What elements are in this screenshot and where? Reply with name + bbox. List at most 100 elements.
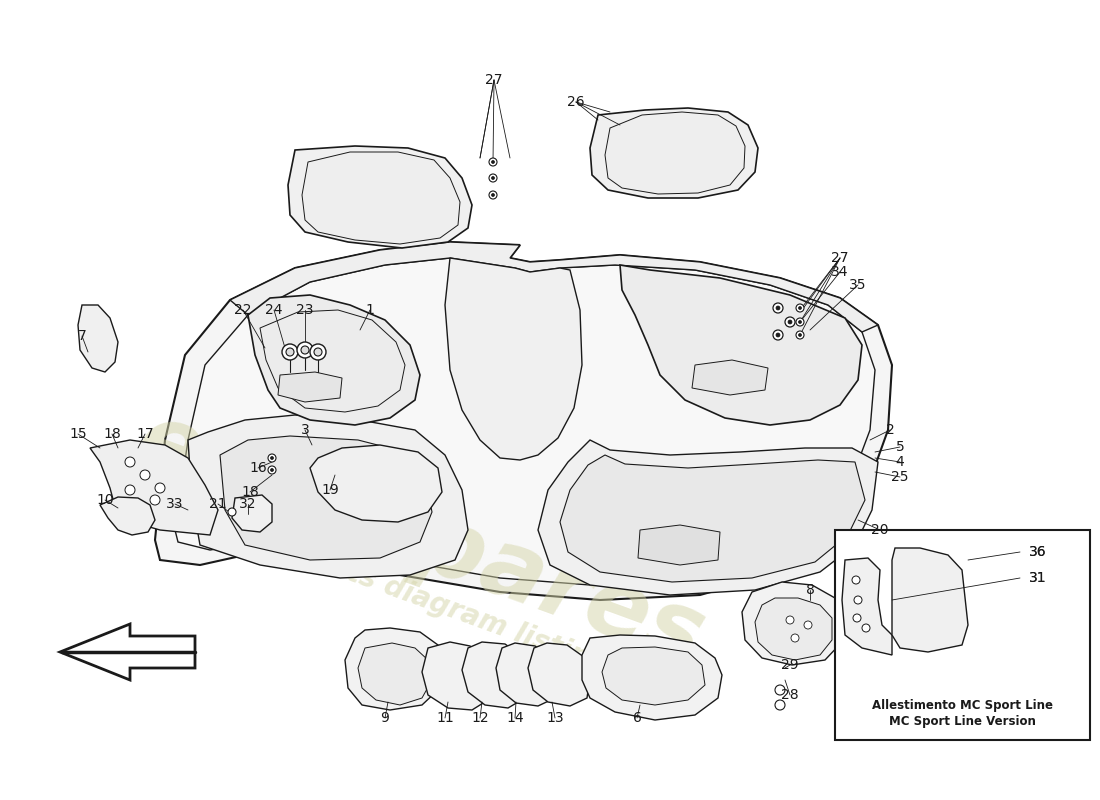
Text: 27: 27	[832, 251, 849, 265]
Circle shape	[791, 634, 799, 642]
Text: 28: 28	[781, 688, 799, 702]
Polygon shape	[358, 643, 432, 705]
Circle shape	[796, 304, 804, 312]
Circle shape	[796, 318, 804, 326]
Circle shape	[490, 174, 497, 182]
Circle shape	[302, 347, 308, 353]
Circle shape	[298, 343, 312, 357]
Text: 36: 36	[1030, 545, 1047, 559]
FancyBboxPatch shape	[835, 530, 1090, 740]
Circle shape	[492, 177, 495, 179]
Text: a parts diagram listing 1985: a parts diagram listing 1985	[267, 531, 693, 709]
Circle shape	[776, 685, 785, 695]
Polygon shape	[90, 440, 218, 535]
Polygon shape	[220, 436, 432, 560]
Text: MC Sport Line Version: MC Sport Line Version	[889, 715, 1035, 729]
Polygon shape	[310, 445, 442, 522]
Polygon shape	[278, 372, 342, 402]
Text: 16: 16	[249, 461, 267, 475]
Circle shape	[268, 454, 276, 462]
Circle shape	[125, 457, 135, 467]
Circle shape	[140, 470, 150, 480]
Text: 32: 32	[240, 497, 256, 511]
Polygon shape	[232, 495, 272, 532]
Circle shape	[786, 616, 794, 624]
Circle shape	[315, 349, 321, 355]
Text: 4: 4	[895, 455, 904, 469]
Polygon shape	[345, 628, 446, 710]
Polygon shape	[175, 258, 874, 585]
Circle shape	[799, 306, 802, 310]
Circle shape	[150, 495, 160, 505]
Circle shape	[799, 334, 802, 337]
Text: eurospares: eurospares	[123, 394, 716, 686]
Text: 31: 31	[1030, 571, 1047, 585]
Text: 35: 35	[849, 278, 867, 292]
Polygon shape	[446, 258, 582, 460]
Text: 29: 29	[781, 658, 799, 672]
Polygon shape	[602, 647, 705, 705]
Text: 27: 27	[485, 73, 503, 87]
Circle shape	[286, 348, 294, 356]
Text: 26: 26	[568, 95, 585, 109]
Polygon shape	[462, 642, 528, 708]
Circle shape	[283, 345, 297, 359]
Text: 21: 21	[209, 497, 227, 511]
Polygon shape	[560, 455, 865, 582]
Circle shape	[311, 345, 324, 359]
Text: 8: 8	[805, 583, 814, 597]
Circle shape	[785, 317, 795, 327]
Polygon shape	[248, 295, 420, 425]
Polygon shape	[60, 624, 195, 680]
Polygon shape	[155, 242, 892, 600]
Text: 7: 7	[78, 329, 87, 343]
Polygon shape	[100, 497, 155, 535]
Text: 13: 13	[547, 711, 564, 725]
Polygon shape	[538, 440, 878, 595]
Text: 3: 3	[300, 423, 309, 437]
Circle shape	[268, 466, 276, 474]
Polygon shape	[892, 548, 968, 652]
Text: 17: 17	[136, 427, 154, 441]
Text: 31: 31	[1030, 571, 1047, 585]
Circle shape	[773, 330, 783, 340]
Text: 22: 22	[234, 303, 252, 317]
Polygon shape	[742, 582, 845, 665]
Polygon shape	[590, 108, 758, 198]
Circle shape	[776, 306, 780, 310]
Circle shape	[492, 194, 495, 197]
Circle shape	[862, 624, 870, 632]
Circle shape	[776, 333, 780, 337]
Text: 15: 15	[69, 427, 87, 441]
Text: 36: 36	[1030, 545, 1047, 559]
Polygon shape	[302, 152, 460, 244]
Polygon shape	[496, 643, 558, 706]
Polygon shape	[78, 305, 118, 372]
Text: 11: 11	[436, 711, 454, 725]
Circle shape	[287, 349, 293, 355]
Circle shape	[125, 485, 135, 495]
Circle shape	[773, 303, 783, 313]
Circle shape	[282, 344, 298, 360]
Circle shape	[854, 596, 862, 604]
Polygon shape	[188, 415, 468, 578]
Circle shape	[776, 700, 785, 710]
Text: 20: 20	[871, 523, 889, 537]
Polygon shape	[755, 598, 832, 660]
Polygon shape	[692, 360, 768, 395]
Text: 2: 2	[886, 423, 894, 437]
Circle shape	[155, 483, 165, 493]
Text: 10: 10	[96, 493, 113, 507]
Text: 19: 19	[321, 483, 339, 497]
Text: 18: 18	[241, 485, 258, 499]
Text: 23: 23	[296, 303, 314, 317]
Circle shape	[228, 508, 236, 516]
Polygon shape	[605, 112, 745, 194]
Circle shape	[788, 320, 792, 324]
Text: 14: 14	[506, 711, 524, 725]
Polygon shape	[422, 642, 492, 710]
Polygon shape	[620, 265, 862, 425]
Text: 25: 25	[891, 470, 909, 484]
Circle shape	[490, 191, 497, 199]
Polygon shape	[842, 558, 892, 655]
